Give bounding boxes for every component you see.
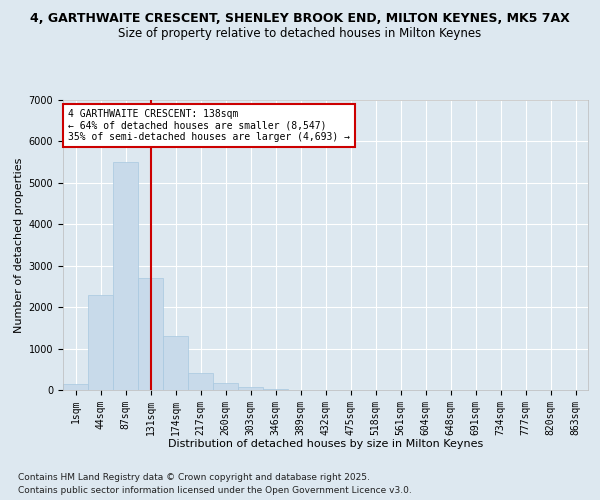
Bar [138,278,163,390]
Text: Contains public sector information licensed under the Open Government Licence v3: Contains public sector information licen… [18,486,412,495]
Text: 4 GARTHWAITE CRESCENT: 138sqm
← 64% of detached houses are smaller (8,547)
35% o: 4 GARTHWAITE CRESCENT: 138sqm ← 64% of d… [68,108,350,142]
Bar [263,389,288,390]
Y-axis label: Number of detached properties: Number of detached properties [14,158,25,332]
Bar [88,294,113,390]
Text: Size of property relative to detached houses in Milton Keynes: Size of property relative to detached ho… [118,28,482,40]
Bar [213,383,238,390]
Text: Contains HM Land Registry data © Crown copyright and database right 2025.: Contains HM Land Registry data © Crown c… [18,474,370,482]
Bar [63,384,88,390]
X-axis label: Distribution of detached houses by size in Milton Keynes: Distribution of detached houses by size … [168,439,483,449]
Bar [163,336,188,390]
Bar [188,374,213,390]
Bar [238,387,263,390]
Text: 4, GARTHWAITE CRESCENT, SHENLEY BROOK END, MILTON KEYNES, MK5 7AX: 4, GARTHWAITE CRESCENT, SHENLEY BROOK EN… [30,12,570,26]
Bar [113,162,138,390]
